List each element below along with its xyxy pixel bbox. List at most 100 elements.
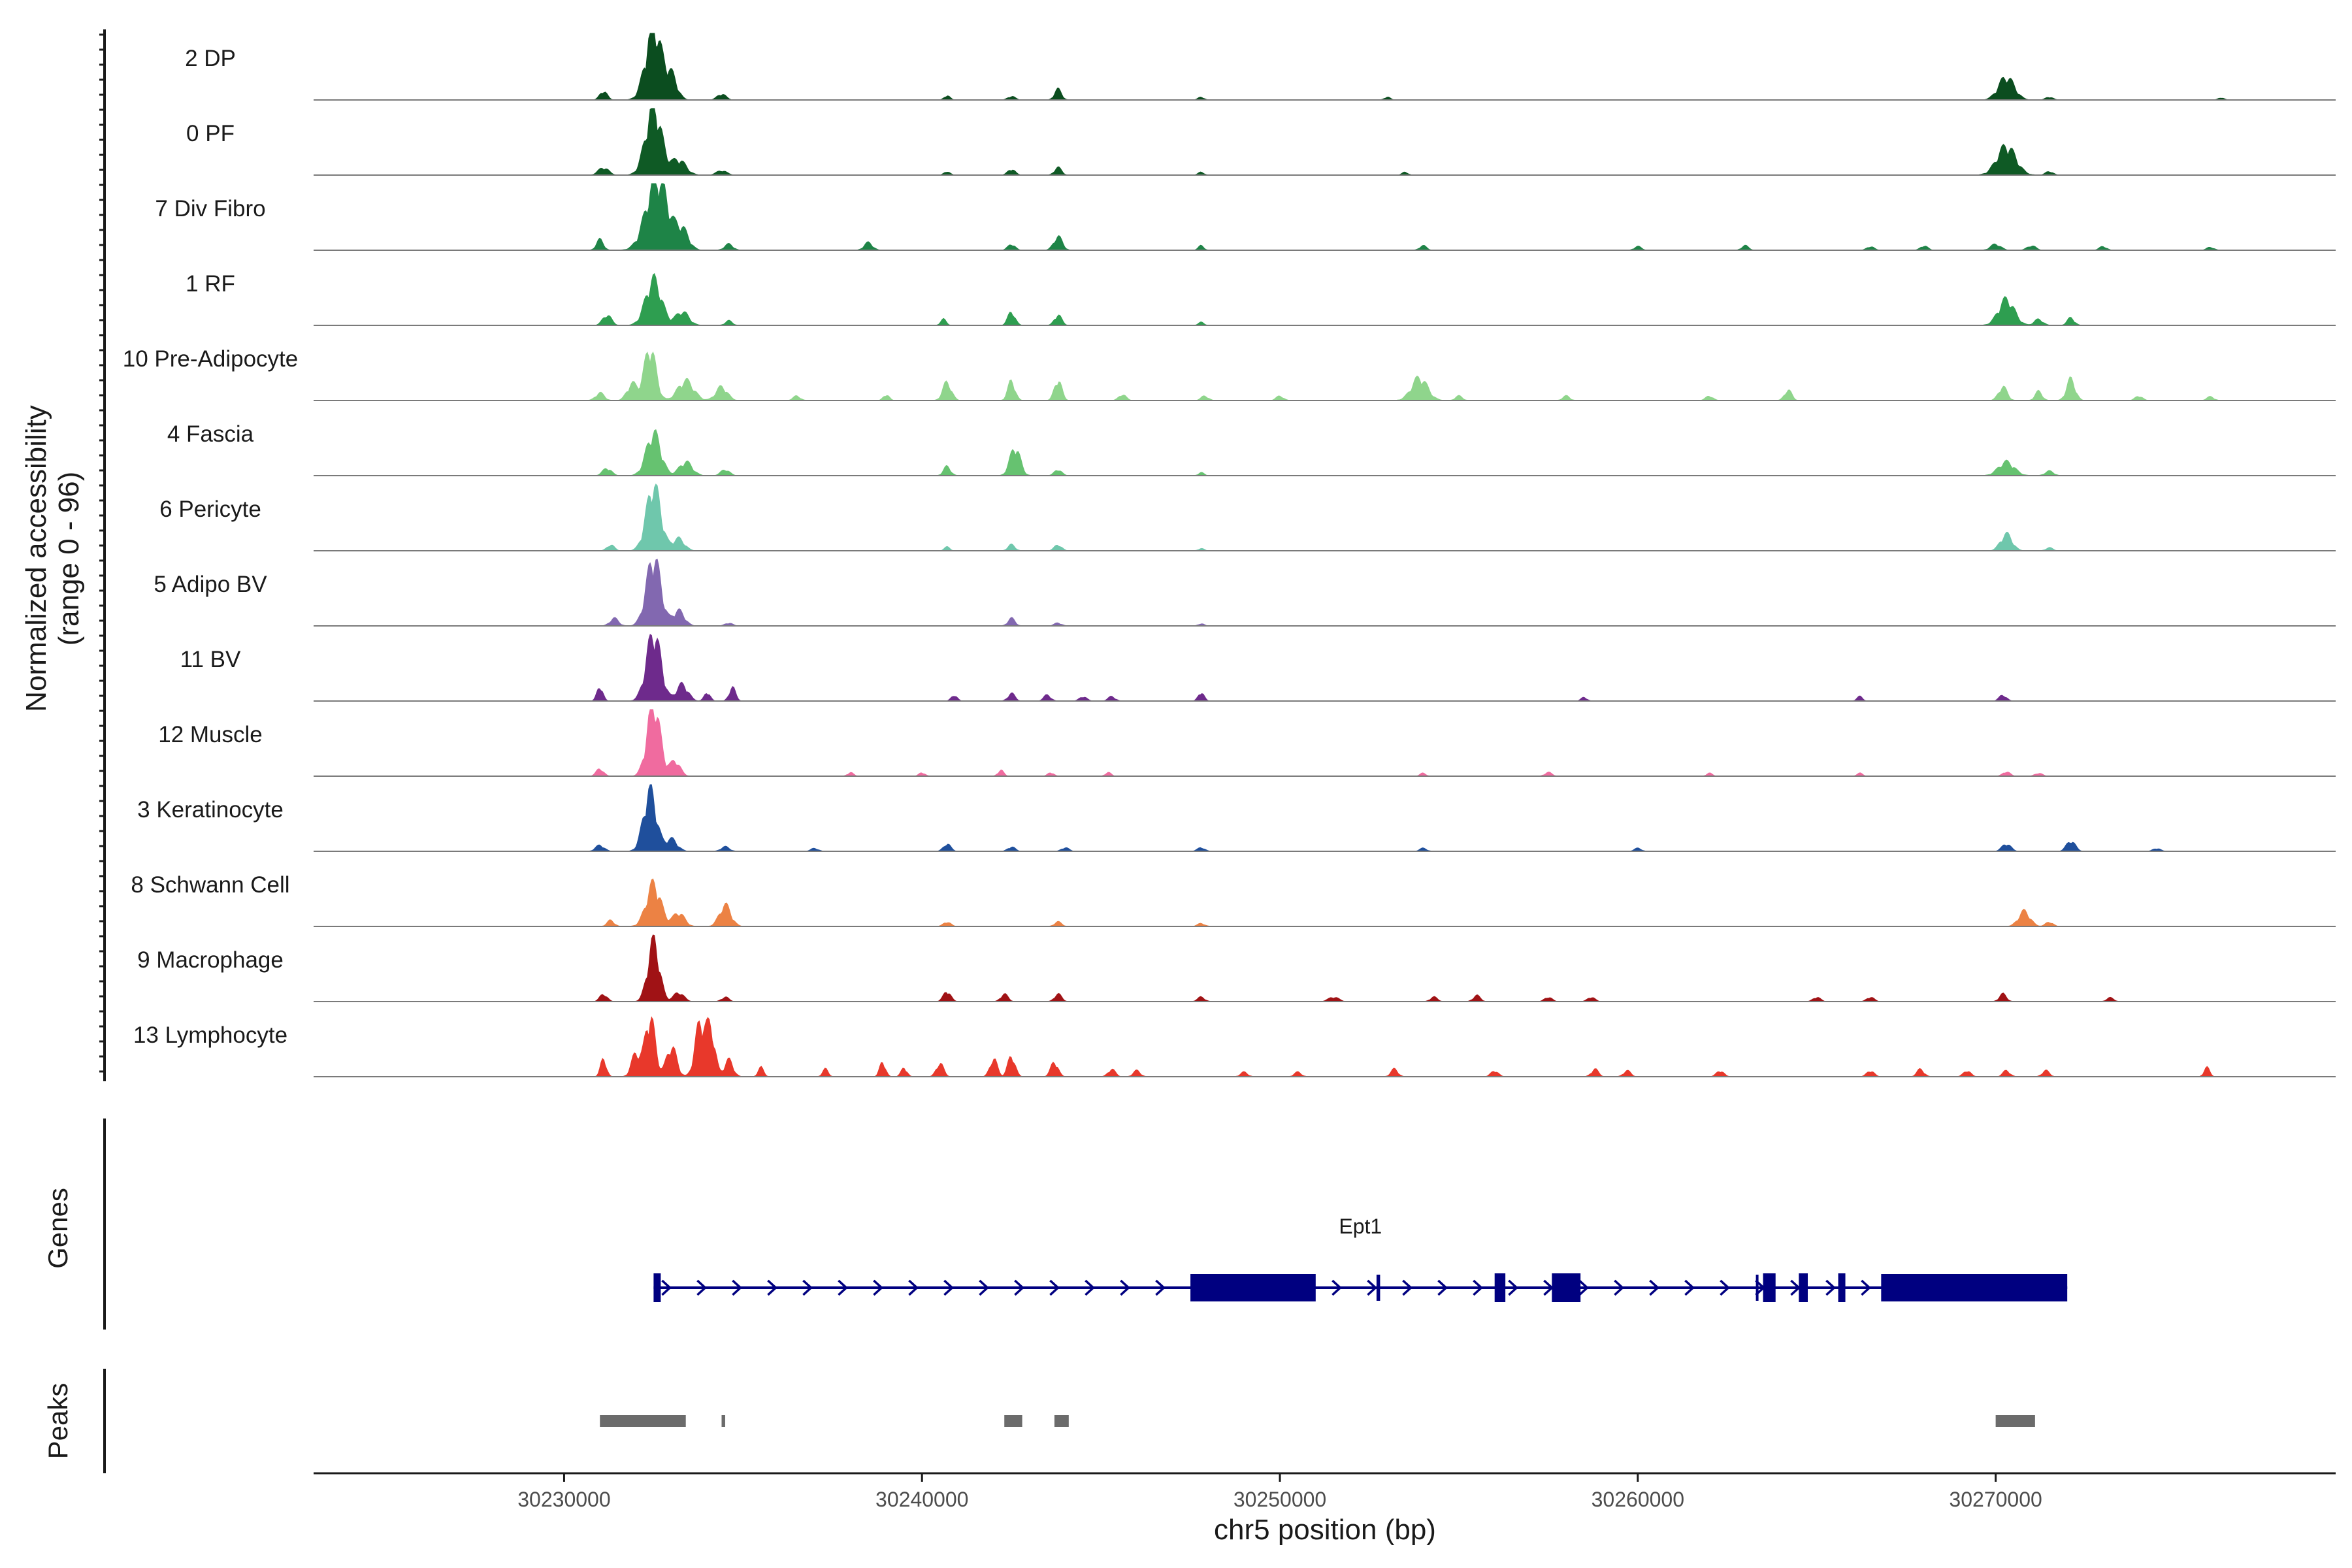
- y-axis-title-line2: (range 0 - 96): [53, 472, 85, 646]
- gene-exon: [1799, 1273, 1808, 1302]
- track-label: 10 Pre-Adipocyte: [123, 346, 298, 372]
- track-signal: [314, 634, 2336, 702]
- x-tick-label: 30240000: [875, 1488, 968, 1511]
- gene-exon: [653, 1273, 661, 1302]
- track-signal: [314, 709, 2336, 777]
- strand-arrow: [1331, 1279, 1342, 1296]
- track-signal: [314, 108, 2336, 176]
- track-label: 5 Adipo BV: [154, 572, 267, 597]
- strand-arrow: [1049, 1279, 1060, 1296]
- strand-arrow: [1473, 1279, 1483, 1296]
- track-6: 4 Fascia: [167, 421, 2336, 476]
- gene-exon: [1763, 1273, 1776, 1302]
- gene-exon: [1494, 1273, 1506, 1302]
- peak-track: [600, 1415, 2035, 1427]
- peak-region: [721, 1415, 725, 1427]
- strand-arrow: [1014, 1279, 1024, 1296]
- strand-arrow: [979, 1279, 989, 1296]
- track-signal: [314, 33, 2336, 101]
- gene-exon: [1838, 1273, 1846, 1302]
- track-label: 2 DP: [185, 46, 236, 71]
- track-label: 9 Macrophage: [137, 947, 284, 973]
- genes-panel-title: Genes: [42, 1188, 73, 1269]
- strand-arrow: [1649, 1279, 1659, 1296]
- strand-arrow: [1155, 1279, 1166, 1296]
- track-signal: [314, 351, 2336, 401]
- coverage-y-axis: [99, 29, 106, 1081]
- track-1: 2 DP: [185, 33, 2336, 101]
- track-label: 13 Lymphocyte: [133, 1022, 287, 1048]
- gene-exon: [1190, 1274, 1316, 1301]
- track-label: 4 Fascia: [167, 421, 254, 447]
- strand-arrow: [1508, 1279, 1518, 1296]
- strand-arrow: [908, 1279, 919, 1296]
- x-tick-label: 30260000: [1592, 1488, 1684, 1511]
- x-tick-label: 30270000: [1949, 1488, 2042, 1511]
- peaks-panel-title: Peaks: [42, 1383, 73, 1460]
- strand-arrow: [1402, 1279, 1413, 1296]
- peak-region: [600, 1415, 686, 1427]
- strand-arrow: [943, 1279, 954, 1296]
- track-8: 5 Adipo BV: [154, 559, 2336, 627]
- track-2: 0 PF: [186, 108, 2336, 176]
- track-signal: [314, 878, 2336, 927]
- strand-arrow: [1085, 1279, 1095, 1296]
- track-signal: [314, 483, 2336, 551]
- gene-track: Ept1: [653, 1215, 2068, 1302]
- gene-exon: [1376, 1275, 1380, 1301]
- strand-arrow: [1720, 1279, 1730, 1296]
- peak-region: [1004, 1415, 1022, 1427]
- track-signal: [314, 1016, 2336, 1077]
- track-4: 1 RF: [186, 271, 2336, 326]
- track-14: 13 Lymphocyte: [133, 1016, 2336, 1077]
- peak-region: [1054, 1415, 1069, 1427]
- strand-arrow: [1578, 1279, 1589, 1296]
- strand-arrow: [802, 1279, 813, 1296]
- track-5: 10 Pre-Adipocyte: [123, 346, 2336, 401]
- y-axis-title-line1: Normalized accessibility: [20, 405, 52, 711]
- strand-arrow: [838, 1279, 848, 1296]
- track-9: 11 BV: [180, 634, 2336, 702]
- track-label: 11 BV: [180, 647, 241, 672]
- track-signal: [314, 272, 2336, 326]
- track-10: 12 Muscle: [158, 709, 2336, 777]
- track-11: 3 Keratinocyte: [137, 784, 2336, 852]
- track-signal: [314, 784, 2336, 852]
- track-label: 12 Muscle: [158, 722, 263, 747]
- strand-arrow: [1861, 1279, 1871, 1296]
- gene-label: Ept1: [1339, 1215, 1382, 1238]
- strand-arrow: [1825, 1279, 1836, 1296]
- track-label: 3 Keratinocyte: [137, 797, 284, 823]
- x-axis-ticks: 30230000 30240000 30250000 30260000 30270000: [517, 1473, 2042, 1511]
- track-signal: [314, 934, 2336, 1002]
- strand-arrow: [873, 1279, 883, 1296]
- track-signal: [314, 183, 2336, 251]
- strand-arrow: [732, 1279, 742, 1296]
- track-signal: [314, 559, 2336, 627]
- strand-arrow: [1614, 1279, 1624, 1296]
- track-7: 6 Pericyte: [159, 483, 2336, 551]
- strand-arrow: [1437, 1279, 1448, 1296]
- track-13: 9 Macrophage: [137, 934, 2336, 1002]
- strand-arrow: [696, 1279, 707, 1296]
- track-label: 1 RF: [186, 271, 235, 297]
- strand-arrow: [767, 1279, 777, 1296]
- track-12: 8 Schwann Cell: [131, 872, 2336, 927]
- coverage-tracks: 2 DP 0 PF 7 Div Fibro 1 RF 10 Pre-Adipocyte 4…: [123, 33, 2336, 1077]
- x-tick-label: 30250000: [1233, 1488, 1326, 1511]
- peak-region: [1995, 1415, 2035, 1427]
- strand-arrow: [1684, 1279, 1695, 1296]
- track-3: 7 Div Fibro: [155, 183, 2336, 251]
- strand-arrow: [1367, 1279, 1377, 1296]
- track-label: 6 Pericyte: [159, 497, 261, 522]
- gene-exon: [1756, 1275, 1759, 1301]
- track-label: 7 Div Fibro: [155, 196, 265, 221]
- strand-arrow: [1120, 1279, 1130, 1296]
- track-label: 0 PF: [186, 121, 235, 146]
- track-label: 8 Schwann Cell: [131, 872, 289, 898]
- strand-arrow: [661, 1279, 672, 1296]
- track-signal: [314, 429, 2336, 476]
- y-axis-title: Normalized accessibility (range 0 - 96): [20, 405, 85, 711]
- x-axis-title: chr5 position (bp): [1214, 1514, 1436, 1546]
